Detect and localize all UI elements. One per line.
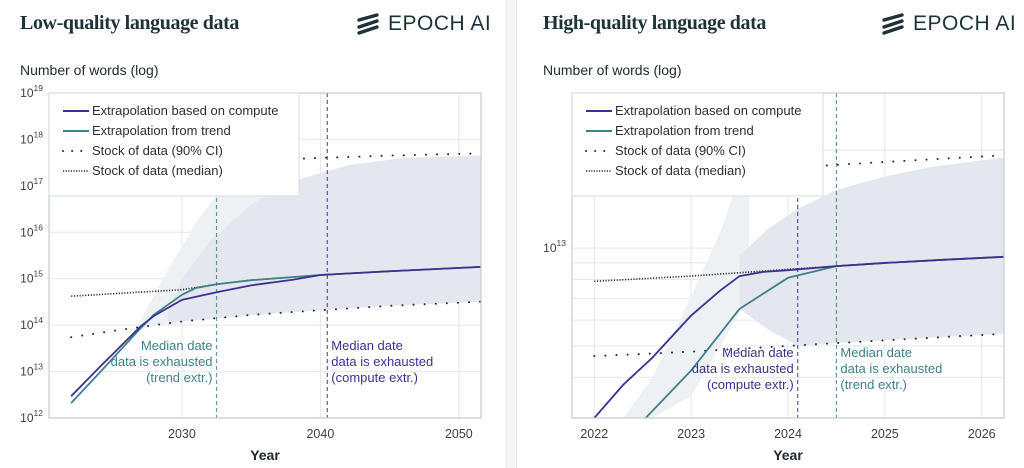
x-tick-label: 2026 bbox=[968, 427, 996, 441]
legend: Extrapolation based on compute Extrapolat… bbox=[571, 92, 824, 197]
x-tick-label: 2030 bbox=[168, 427, 196, 441]
tick-base: 10 bbox=[20, 86, 34, 100]
y-tick-label: 1013 bbox=[543, 238, 566, 255]
x-tick-label: 2022 bbox=[580, 427, 608, 441]
legend-label: Stock of data (90% CI) bbox=[615, 143, 746, 158]
legend-label: Stock of data (median) bbox=[615, 163, 746, 178]
series-ci bbox=[70, 300, 481, 339]
logo-text: EPOCH AI bbox=[913, 12, 1017, 35]
annotation-label: (trend extr.) bbox=[840, 377, 906, 392]
legend-label: Extrapolation based on compute bbox=[615, 103, 801, 118]
y-tick-label: 1016 bbox=[20, 222, 43, 239]
plot-area bbox=[593, 93, 1004, 418]
tick-exponent: 19 bbox=[34, 83, 44, 93]
annotation-label: Median date bbox=[331, 338, 403, 353]
epoch-ai-logo: EPOCH AI bbox=[356, 12, 491, 36]
uncertainty-band-light bbox=[623, 150, 750, 418]
legend-label: Extrapolation from trend bbox=[92, 123, 231, 138]
y-tick-label: 1015 bbox=[20, 269, 43, 286]
tick-exponent: 16 bbox=[34, 222, 44, 232]
series-compute bbox=[70, 265, 481, 397]
epoch-logo-icon bbox=[357, 13, 379, 35]
x-tick-label: 2024 bbox=[774, 427, 802, 441]
annotation-label: data is exhausted bbox=[840, 361, 942, 376]
legend-label: Extrapolation based on compute bbox=[92, 103, 278, 118]
uncertainty-band-dark bbox=[739, 157, 1004, 346]
y-tick-label: 1019 bbox=[20, 83, 43, 100]
panel-divider bbox=[506, 0, 517, 468]
tick-exponent: 17 bbox=[34, 176, 44, 186]
tick-exponent: 14 bbox=[34, 315, 44, 325]
y-tick-label: 1012 bbox=[20, 408, 43, 425]
y-tick-label: 1017 bbox=[20, 176, 43, 193]
x-tick-label: 2025 bbox=[871, 427, 899, 441]
uncertainty-band-dark bbox=[168, 155, 481, 326]
annotation-label: Median date bbox=[722, 345, 794, 360]
annotation-label: (compute extr.) bbox=[331, 370, 418, 385]
tick-base: 10 bbox=[20, 272, 34, 286]
y-axis-label: Number of words (log) bbox=[543, 62, 682, 78]
annotation-label: (trend extr.) bbox=[146, 370, 212, 385]
tick-base: 10 bbox=[20, 132, 34, 146]
legend-label: Extrapolation from trend bbox=[615, 123, 754, 138]
tick-exponent: 18 bbox=[34, 129, 44, 139]
chart-title: High-quality language data bbox=[543, 12, 766, 34]
series-compute bbox=[593, 255, 1004, 418]
tick-base: 10 bbox=[20, 365, 34, 379]
legend-label: Stock of data (median) bbox=[92, 163, 223, 178]
tick-base: 10 bbox=[20, 411, 34, 425]
tick-base: 10 bbox=[20, 225, 34, 239]
tick-exponent: 15 bbox=[34, 269, 44, 279]
series-ci bbox=[593, 154, 1004, 183]
epoch-logo-icon bbox=[882, 13, 904, 35]
annotation-label: data is exhausted bbox=[331, 354, 433, 369]
annotation-label: Median date bbox=[840, 345, 912, 360]
legend-label: Stock of data (90% CI) bbox=[92, 143, 223, 158]
tick-base: 10 bbox=[543, 241, 557, 255]
legend-box bbox=[571, 92, 824, 197]
legend-box bbox=[48, 92, 300, 197]
tick-base: 10 bbox=[20, 318, 34, 332]
annotation-label: Median date bbox=[141, 338, 213, 353]
logo-text: EPOCH AI bbox=[388, 12, 492, 35]
annotation-label: data is exhausted bbox=[111, 354, 213, 369]
x-tick-label: 2040 bbox=[306, 427, 334, 441]
x-axis-label: Year bbox=[773, 447, 803, 463]
x-axis-label: Year bbox=[250, 447, 280, 463]
annotation-label: (compute extr.) bbox=[707, 377, 794, 392]
tick-base: 10 bbox=[20, 179, 34, 193]
y-axis-label: Number of words (log) bbox=[20, 62, 159, 78]
y-tick-label: 1014 bbox=[20, 315, 43, 332]
y-tick-label: 1018 bbox=[20, 129, 43, 146]
tick-exponent: 13 bbox=[34, 362, 44, 372]
x-tick-label: 2050 bbox=[445, 427, 473, 441]
x-tick-label: 2023 bbox=[677, 427, 705, 441]
tick-exponent: 12 bbox=[34, 408, 44, 418]
annotation-label: data is exhausted bbox=[692, 361, 794, 376]
tick-exponent: 13 bbox=[557, 238, 567, 248]
y-tick-label: 1013 bbox=[20, 362, 43, 379]
chart-title: Low-quality language data bbox=[20, 12, 239, 34]
legend: Extrapolation based on compute Extrapolat… bbox=[48, 92, 300, 197]
epoch-ai-logo: EPOCH AI bbox=[881, 12, 1016, 36]
